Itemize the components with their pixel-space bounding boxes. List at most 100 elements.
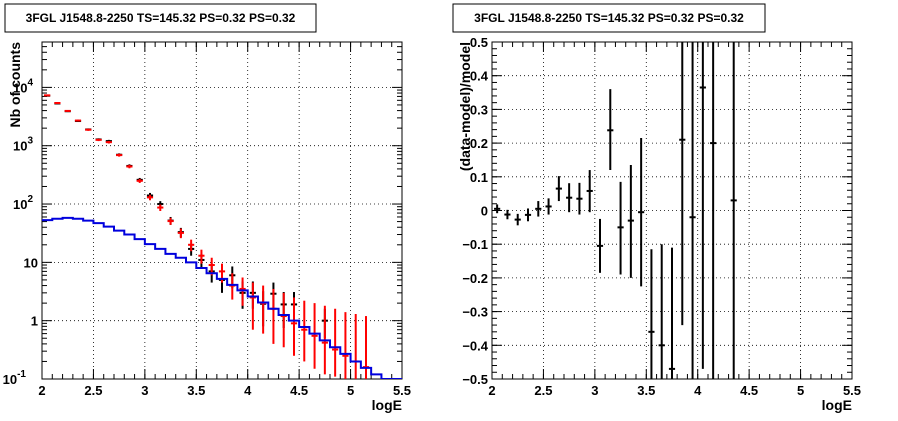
left-data-point — [95, 138, 102, 142]
left-x-tick-label: 4.5 — [290, 383, 308, 398]
left-data-point — [116, 153, 123, 157]
right-chart-title: 3FGL J1548.8-2250 TS=145.32 PS=0.32 PS=0… — [474, 11, 744, 25]
right-y-axis-label: (data-model)/model — [457, 42, 473, 171]
left-y-tick-label: 10-1 — [3, 369, 27, 387]
right-y-tick-label: −0.3 — [462, 305, 488, 320]
right-data-point — [689, 42, 696, 379]
left-data-point — [301, 300, 308, 362]
right-data-point — [566, 183, 573, 213]
right-data-point — [638, 138, 645, 287]
left-data-point — [188, 239, 195, 252]
right-x-tick-label: 5.5 — [843, 383, 861, 398]
left-y-tick-label: 102 — [13, 194, 33, 212]
left-x-tick-label: 4 — [244, 383, 252, 398]
right-data-point — [555, 176, 562, 202]
right-data-point — [504, 209, 511, 220]
right-y-tick-label: −0.5 — [462, 372, 488, 387]
right-x-tick-label: 3 — [591, 383, 598, 398]
right-data-point — [658, 244, 665, 379]
left-data-point — [342, 312, 349, 379]
right-data-point — [679, 42, 686, 326]
right-x-tick-label: 4.5 — [740, 383, 758, 398]
left-title-box — [4, 3, 317, 33]
right-y-tick-label: 0.5 — [470, 35, 488, 50]
right-data-layer — [494, 42, 737, 379]
right-data-point — [730, 42, 737, 379]
left-data-point — [167, 217, 174, 225]
right-x-axis-label: logE — [822, 397, 852, 413]
right-y-tick-label: 0.2 — [470, 136, 488, 151]
right-y-tick-label: −0.4 — [462, 338, 488, 353]
right-x-tick-label: 2 — [488, 383, 495, 398]
left-x-tick-label: 2.5 — [84, 383, 102, 398]
left-data-layer — [42, 94, 402, 379]
left-x-tick-label: 5.5 — [393, 383, 411, 398]
left-data-point — [332, 308, 339, 377]
left-data-point — [136, 178, 143, 183]
left-x-tick-label: 5 — [347, 383, 354, 398]
left-y-tick-label: 103 — [13, 136, 33, 154]
left-x-tick-label: 3 — [141, 383, 148, 398]
right-data-point — [524, 208, 532, 222]
right-data-point — [617, 181, 624, 275]
left-x-tick-label: 3.5 — [187, 383, 205, 398]
left-y-axis-label: Nb of counts — [7, 42, 23, 128]
left-data-point — [352, 314, 359, 379]
left-data-point — [229, 273, 236, 300]
right-y-tick-label: 0.1 — [470, 170, 488, 185]
left-data-point — [260, 285, 267, 334]
left-data-point — [74, 119, 82, 122]
left-data-point — [146, 194, 154, 201]
right-y-tick-label: −0.1 — [462, 237, 488, 252]
left-data-point — [280, 292, 287, 348]
left-data-point — [44, 94, 51, 97]
right-data-point — [627, 165, 634, 278]
left-data-point — [270, 288, 277, 344]
left-y-tick-label: 1 — [31, 314, 38, 329]
left-panel: 3FGL J1548.8-2250 TS=145.32 PS=0.32 PS=0… — [3, 3, 411, 413]
left-data-point — [249, 282, 256, 330]
left-y-tick-label: 104 — [13, 77, 33, 95]
left-data-point — [311, 303, 318, 369]
right-title-box — [452, 3, 766, 33]
left-data-point — [177, 228, 184, 239]
right-panel: 3FGL J1548.8-2250 TS=145.32 PS=0.32 PS=0… — [452, 3, 861, 413]
left-plot-frame — [41, 41, 403, 380]
right-data-point — [514, 213, 521, 226]
right-data-point — [668, 247, 676, 379]
right-data-point — [710, 42, 717, 379]
right-data-point — [596, 218, 604, 273]
right-data-point — [607, 89, 614, 171]
left-data-point — [290, 297, 298, 356]
left-model-step-line — [42, 216, 402, 379]
right-y-tick-label: 0.3 — [470, 102, 488, 117]
left-x-tick-label: 2 — [38, 383, 45, 398]
left-data-point — [239, 277, 246, 306]
right-data-point — [586, 170, 593, 213]
left-data-point — [362, 316, 370, 379]
right-y-tick-label: −0.2 — [462, 271, 488, 286]
right-y-tick-label: 0.4 — [470, 69, 489, 84]
right-data-point — [648, 249, 655, 379]
left-data-point — [105, 140, 112, 144]
right-x-tick-label: 4 — [694, 383, 702, 398]
left-data-point — [85, 128, 92, 131]
left-data-point — [54, 101, 61, 104]
right-x-tick-label: 2.5 — [534, 383, 552, 398]
right-data-point — [535, 201, 542, 217]
left-data-point — [126, 164, 133, 169]
right-data-point — [494, 204, 501, 214]
right-data-point — [576, 182, 583, 215]
left-data-point — [157, 204, 164, 211]
right-data-point — [545, 198, 552, 215]
left-y-tick-label: 10 — [24, 255, 38, 270]
left-chart-title: 3FGL J1548.8-2250 TS=145.32 PS=0.32 PS=0… — [26, 11, 296, 25]
left-data-point — [64, 109, 71, 112]
right-y-tick-label: 0 — [481, 204, 488, 219]
left-data-point — [198, 249, 205, 264]
left-x-axis-label: logE — [372, 397, 402, 413]
right-data-point — [699, 42, 706, 369]
right-x-tick-label: 3.5 — [637, 383, 655, 398]
right-x-tick-label: 5 — [797, 383, 804, 398]
